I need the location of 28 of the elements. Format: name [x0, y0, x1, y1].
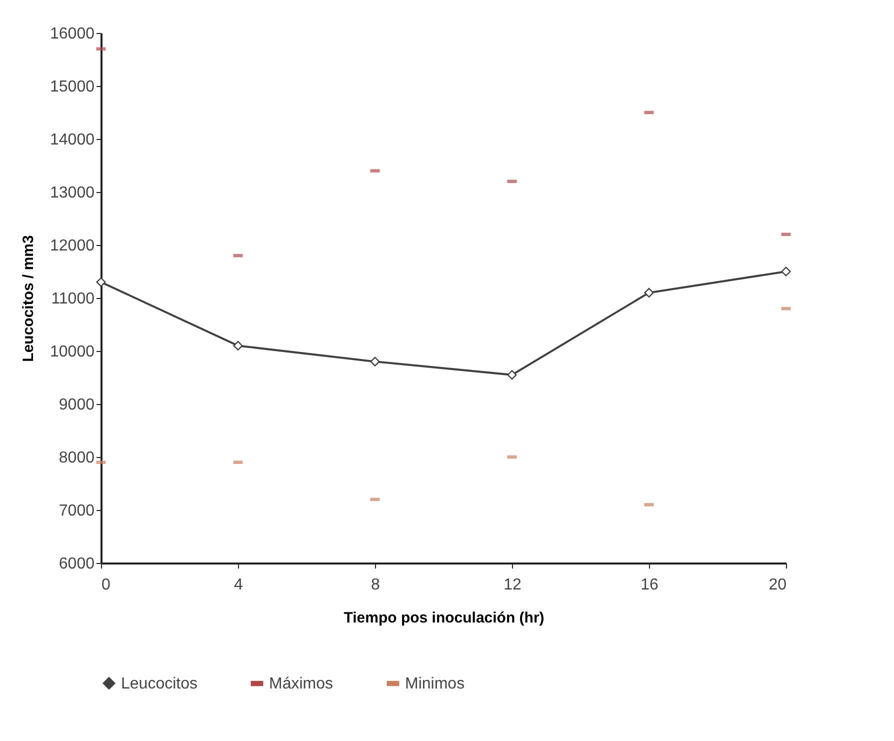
x-tick-label: 0 [102, 576, 110, 594]
y-tick-label: 11000 [51, 290, 95, 308]
point [644, 288, 654, 298]
y-tick-label: 9000 [58, 396, 95, 414]
y-tick-label: 7000 [58, 502, 95, 520]
legend-label: Leucocitos [121, 675, 198, 692]
x-tick-label: 8 [371, 576, 380, 594]
point [96, 277, 106, 287]
x-tick-label: 4 [234, 576, 244, 594]
legend-label: Máximos [269, 676, 334, 692]
x-tick-label: 16 [640, 576, 658, 594]
point [781, 266, 791, 276]
y-tick-label: 13000 [50, 184, 95, 202]
y-tick-label: 14000 [50, 132, 95, 148]
y-tick-label: 16000 [50, 26, 95, 42]
x-axis-title: Tiempo pos inoculación (hr) [344, 610, 544, 626]
legend-label: Minimos [405, 676, 465, 692]
point [233, 340, 243, 350]
y-tick-label: 10000 [50, 344, 95, 360]
point [370, 356, 380, 366]
y-axis-title: Leucocitos / mm3 [20, 235, 38, 362]
y-tick-label: 8000 [58, 450, 95, 466]
x-tick-label: 12 [504, 576, 522, 594]
x-tick-label: 20 [768, 576, 787, 594]
y-tick-label: 15000 [50, 78, 95, 96]
point [507, 370, 517, 380]
y-tick-label: 12000 [50, 238, 95, 254]
y-tick-label: 6000 [58, 556, 95, 572]
